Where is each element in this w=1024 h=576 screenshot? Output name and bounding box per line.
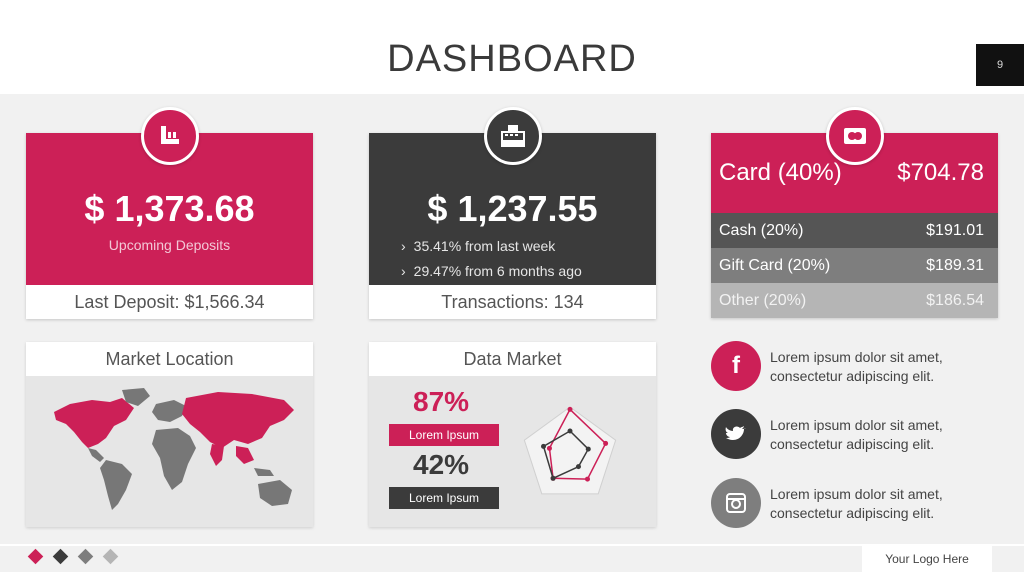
card-value: $704.78 <box>897 159 984 186</box>
card-payment-row: Card (40%) $704.78 <box>711 133 998 213</box>
radar-point <box>567 406 573 412</box>
stat-label-primary: Lorem Ipsum <box>389 424 499 446</box>
trend-bullet: › 35.41% from last week <box>401 238 556 254</box>
deposits-label: Upcoming Deposits <box>108 237 231 253</box>
instagram-icon[interactable] <box>711 478 761 528</box>
stat-value-primary: 87% <box>413 386 470 417</box>
radar-point <box>541 443 547 449</box>
credit-card-icon <box>825 107 884 165</box>
gift-card-row: Gift Card (20%) $189.31 <box>711 248 998 283</box>
twitter-icon[interactable] <box>711 409 761 459</box>
radar-point <box>546 445 552 451</box>
radar-point <box>550 475 556 481</box>
trend-bullet: › 29.47% from 6 months ago <box>401 263 582 279</box>
radar-grid <box>523 406 617 495</box>
other-row: Other (20%) $186.54 <box>711 283 998 318</box>
stat-label-secondary: Lorem Ipsum <box>389 487 499 509</box>
page-number: 9 <box>976 44 1024 86</box>
cash-row: Cash (20%) $191.01 <box>711 213 998 248</box>
logo-placeholder: Your Logo Here <box>862 546 992 572</box>
cash-register-icon <box>483 107 542 165</box>
social-text-facebook: Lorem ipsum dolor sit amet, consectetur a… <box>770 349 943 384</box>
deposits-card: $ 1,373.68 Upcoming Deposits Last Deposi… <box>26 107 313 319</box>
market-location-panel: Market Location <box>26 342 313 527</box>
radar-series-2 <box>542 430 590 480</box>
page-title: DASHBOARD <box>387 38 637 80</box>
footer-bar <box>0 546 1024 572</box>
card-label: Card (40%) <box>719 159 842 186</box>
radar-point <box>584 476 590 482</box>
social-text-twitter: Lorem ipsum dolor sit amet, consectetur a… <box>770 417 943 452</box>
radar-chart <box>523 406 617 495</box>
last-deposit: Last Deposit: $1,566.34 <box>26 285 313 319</box>
deposit-icon <box>140 107 199 165</box>
deposits-amount: $ 1,373.68 <box>84 188 255 229</box>
social-text-instagram: Lorem ipsum dolor sit amet, consectetur a… <box>770 486 943 521</box>
data-market-title: Data Market <box>369 342 656 376</box>
radar-point <box>603 440 609 446</box>
radar-point <box>567 428 573 434</box>
transactions-card: $ 1,237.55 › 35.41% from last week › 29.47… <box>369 107 656 319</box>
market-location-title: Market Location <box>26 342 313 376</box>
transactions-amount: $ 1,237.55 <box>427 188 598 229</box>
stat-value-secondary: 42% <box>413 449 470 480</box>
transactions-count: Transactions: 134 <box>369 285 656 319</box>
world-map <box>54 388 294 510</box>
radar-point <box>585 446 591 452</box>
facebook-icon[interactable]: f <box>711 341 761 391</box>
payment-breakdown-card: Card (40%) $704.78 Cash (20%) $191.01 Gif… <box>711 107 998 318</box>
radar-point <box>575 464 581 470</box>
radar-series-1 <box>548 408 607 480</box>
data-market-panel: Data Market 87% Lorem Ipsum 42% Lorem Ip… <box>369 342 656 527</box>
